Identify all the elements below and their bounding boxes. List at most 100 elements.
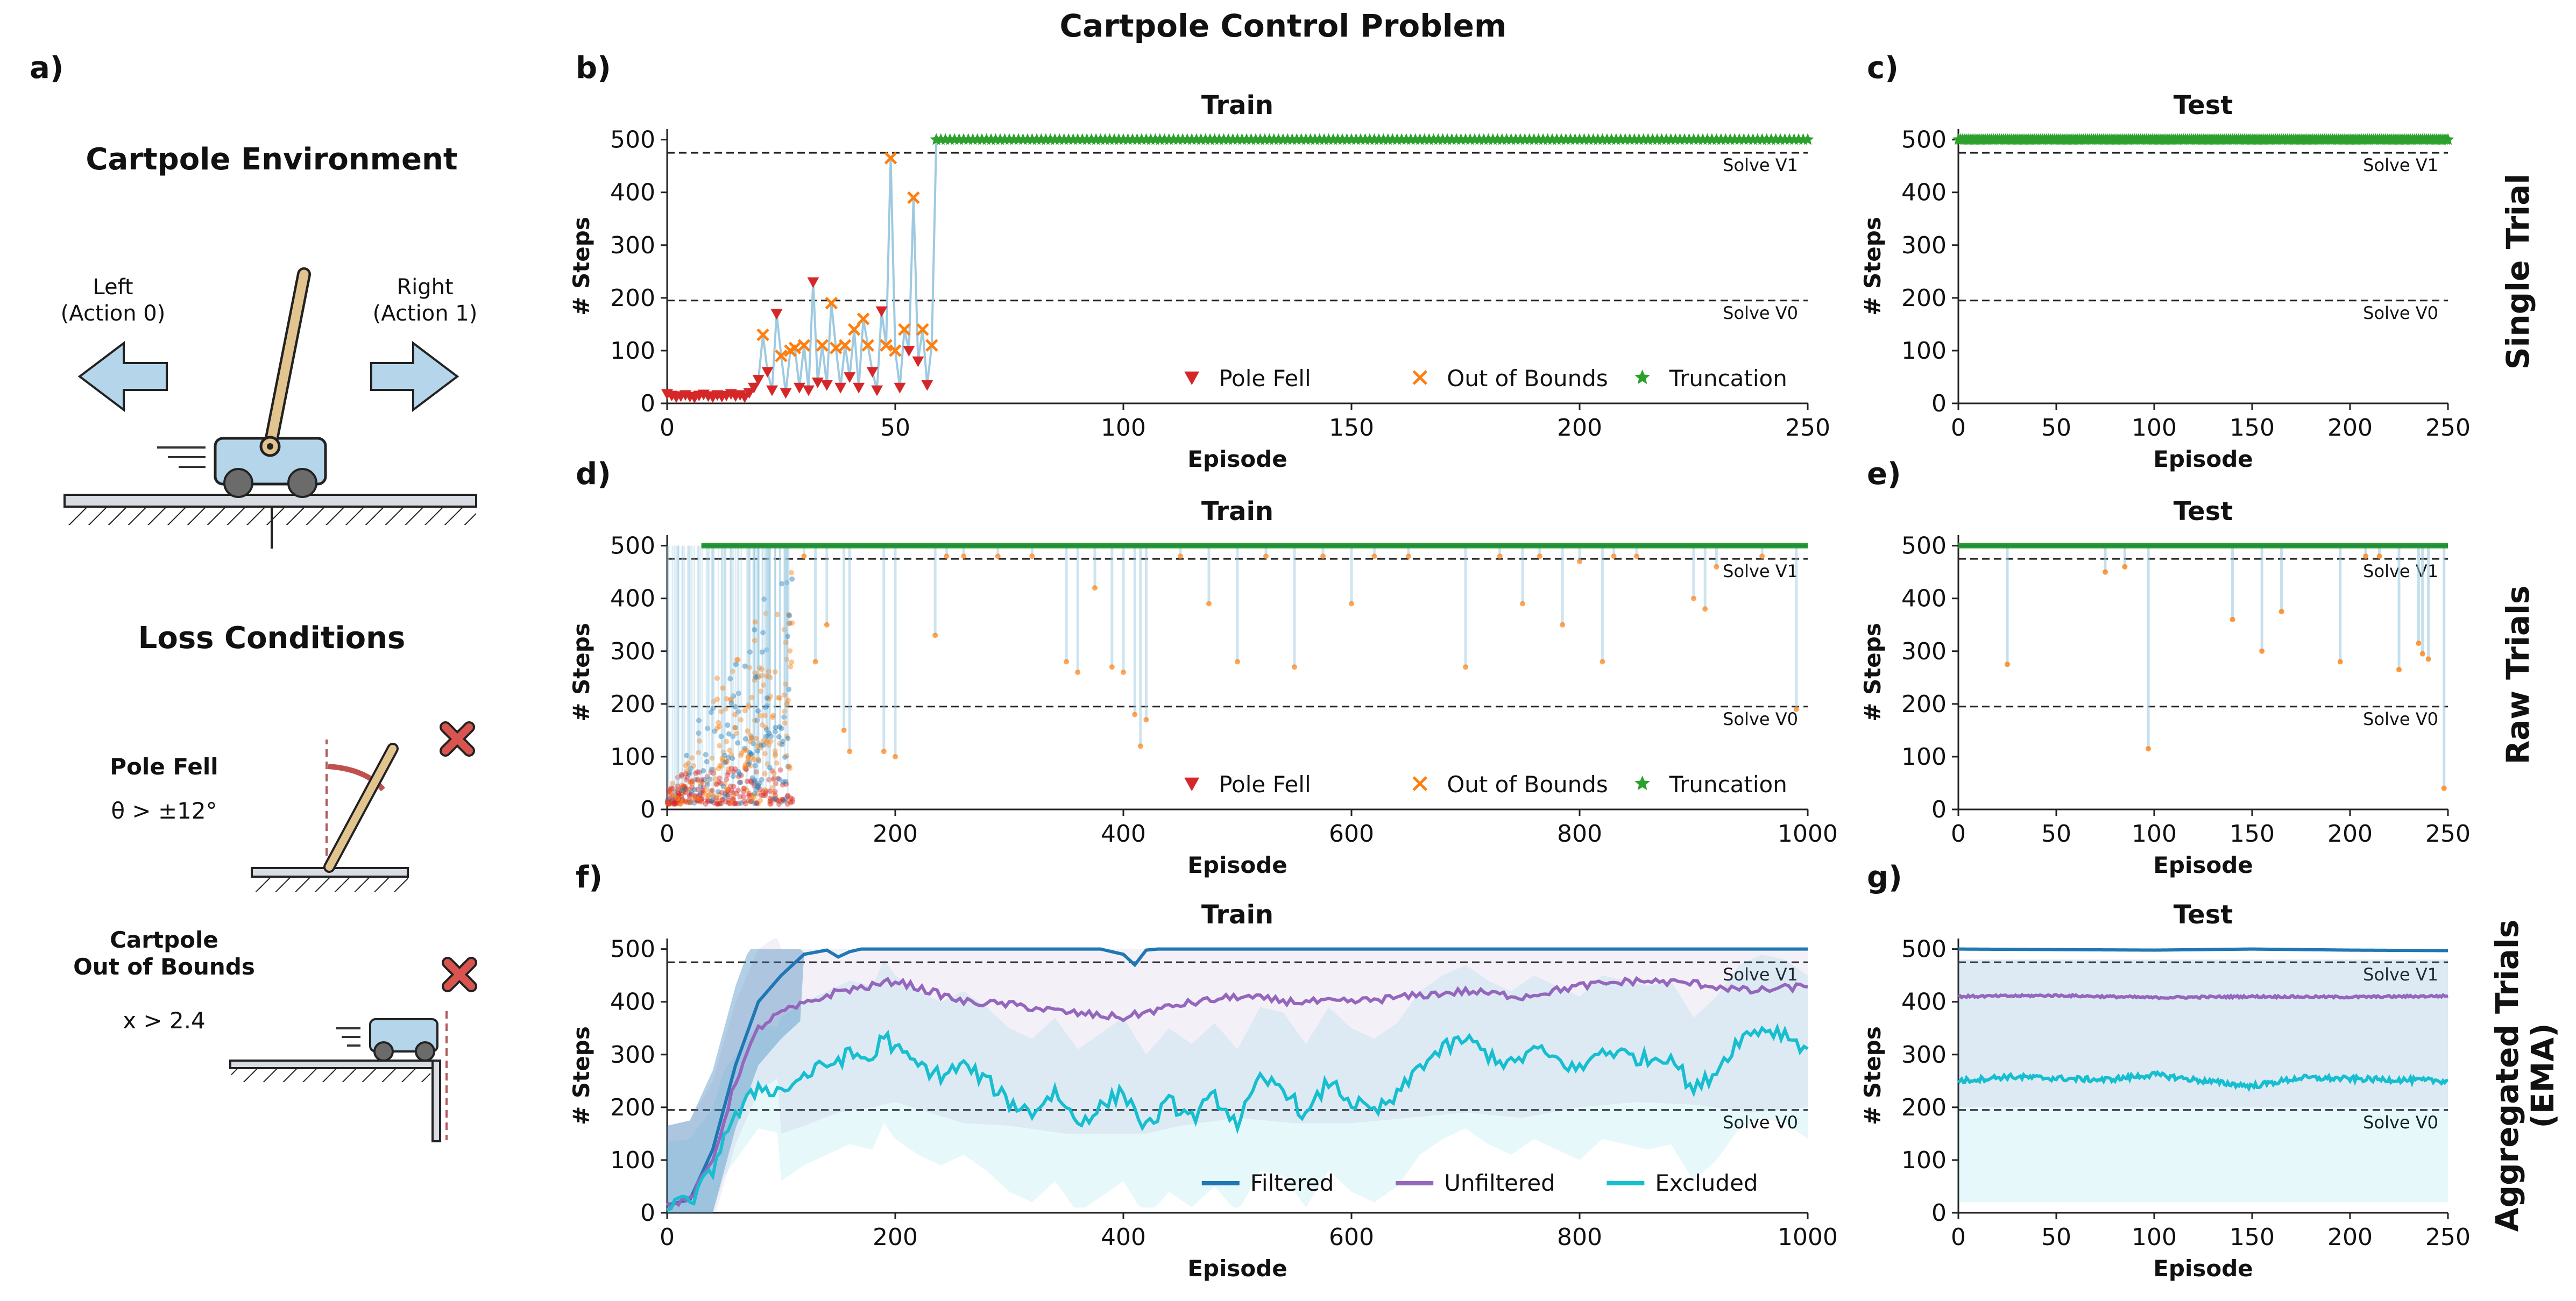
scatter-point xyxy=(672,797,678,802)
y-tick-label-g: 300 xyxy=(1901,1041,1947,1069)
scatter-point xyxy=(789,799,795,805)
scatter-point xyxy=(747,763,753,769)
scatter-point xyxy=(725,792,731,798)
y-tick-label-c: 400 xyxy=(1901,179,1947,207)
scatter-point xyxy=(767,674,773,680)
scatter-point xyxy=(725,793,731,799)
scatter-point xyxy=(750,793,756,799)
scatter-point xyxy=(724,696,730,702)
scatter-point xyxy=(742,663,748,669)
scatter-point xyxy=(766,777,772,783)
scatter-point xyxy=(745,759,751,765)
scatter-point xyxy=(711,767,717,773)
scatter-point xyxy=(682,785,688,791)
y-tick-label-f: 400 xyxy=(610,989,655,1016)
figure-title: Cartpole Control Problem xyxy=(1060,8,1507,44)
scatter-point xyxy=(742,745,748,751)
x-tick-label-g: 0 xyxy=(1951,1224,1966,1251)
y-tick-label-e: 300 xyxy=(1901,638,1947,665)
scatter-point xyxy=(679,798,685,804)
scatter-point xyxy=(706,793,712,799)
legend-label-unfiltered: Unfiltered xyxy=(1444,1170,1555,1196)
scatter-point xyxy=(716,779,722,785)
left-label: Left xyxy=(93,275,133,300)
reference-label-e: Solve V1 xyxy=(2363,561,2438,581)
marker-out-of-bounds xyxy=(1702,606,1708,612)
scatter-point xyxy=(672,794,678,800)
scatter-point xyxy=(742,764,748,770)
scatter-point xyxy=(686,771,692,777)
scatter-point xyxy=(749,797,755,803)
y-tick-label-e: 400 xyxy=(1901,585,1947,613)
scatter-point xyxy=(752,670,758,676)
scatter-point xyxy=(676,791,682,797)
y-tick-label-f: 200 xyxy=(610,1094,655,1121)
scatter-point xyxy=(732,800,738,806)
panel-label-f: f) xyxy=(576,860,603,895)
scatter-point xyxy=(688,791,694,797)
marker-out-of-bounds xyxy=(1634,553,1639,559)
scatter-point xyxy=(747,750,753,756)
oob-wheel-right xyxy=(415,1041,435,1062)
scatter-point xyxy=(695,798,701,804)
scatter-point xyxy=(705,781,711,787)
scatter-point xyxy=(688,765,693,771)
marker-out-of-bounds xyxy=(2337,659,2343,665)
scatter-point xyxy=(696,730,702,736)
scatter-point xyxy=(753,674,759,680)
scatter-point xyxy=(696,750,702,756)
marker-pole-fell xyxy=(752,375,765,386)
scatter-point xyxy=(667,800,673,806)
marker-out-of-bounds xyxy=(1064,659,1069,665)
legend-marker-truncation xyxy=(1634,369,1650,385)
marker-out-of-bounds xyxy=(1600,659,1605,665)
scatter-point xyxy=(752,627,758,632)
x-axis-label-b: Episode xyxy=(1187,446,1287,472)
marker-pole-fell xyxy=(743,388,755,399)
series-line-filtered xyxy=(667,947,1808,1207)
scatter-point xyxy=(775,776,781,781)
scatter-point xyxy=(746,704,752,710)
legend-label-1: Out of Bounds xyxy=(1447,365,1608,392)
y-tick-label-d: 400 xyxy=(610,585,655,613)
scatter-point xyxy=(714,801,720,807)
scatter-point xyxy=(712,728,718,734)
marker-out-of-bounds xyxy=(1371,553,1377,559)
scatter-point xyxy=(758,742,763,748)
marker-out-of-bounds xyxy=(1092,585,1098,591)
scatter-point xyxy=(725,722,731,728)
scatter-point xyxy=(748,755,754,760)
reference-label-d: Solve V0 xyxy=(1723,709,1798,729)
scatter-point xyxy=(678,772,684,778)
scatter-point xyxy=(746,753,752,759)
y-tick-label-d: 0 xyxy=(640,796,655,823)
scatter-point xyxy=(788,795,794,801)
scatter-point xyxy=(754,769,760,775)
scatter-point xyxy=(746,665,752,671)
scatter-point xyxy=(730,793,736,799)
scatter-point xyxy=(772,753,778,759)
chart-title-e: Test xyxy=(2174,496,2233,527)
marker-out-of-bounds xyxy=(1560,622,1566,628)
scatter-point xyxy=(719,790,725,795)
y-axis-label-f: # Steps xyxy=(568,1026,595,1125)
scatter-point xyxy=(766,742,772,748)
scatter-point xyxy=(762,705,768,710)
pole-pivot-center xyxy=(267,443,273,450)
marker-out-of-bounds xyxy=(880,339,893,352)
scatter-point xyxy=(717,775,723,781)
scatter-point xyxy=(720,758,726,764)
scatter-point xyxy=(714,676,720,681)
marker-out-of-bounds xyxy=(1520,601,1525,607)
scatter-point xyxy=(780,738,786,744)
scatter-point xyxy=(695,795,701,801)
scatter-point xyxy=(684,752,690,758)
scatter-point xyxy=(784,801,790,807)
series-line-filtered xyxy=(1958,947,2448,952)
scatter-point xyxy=(690,763,696,769)
left-action: (Action 0) xyxy=(61,301,166,326)
series-line-b xyxy=(667,139,938,399)
scatter-point xyxy=(759,722,765,728)
scatter-point xyxy=(730,669,735,674)
scatter-point xyxy=(717,800,723,806)
